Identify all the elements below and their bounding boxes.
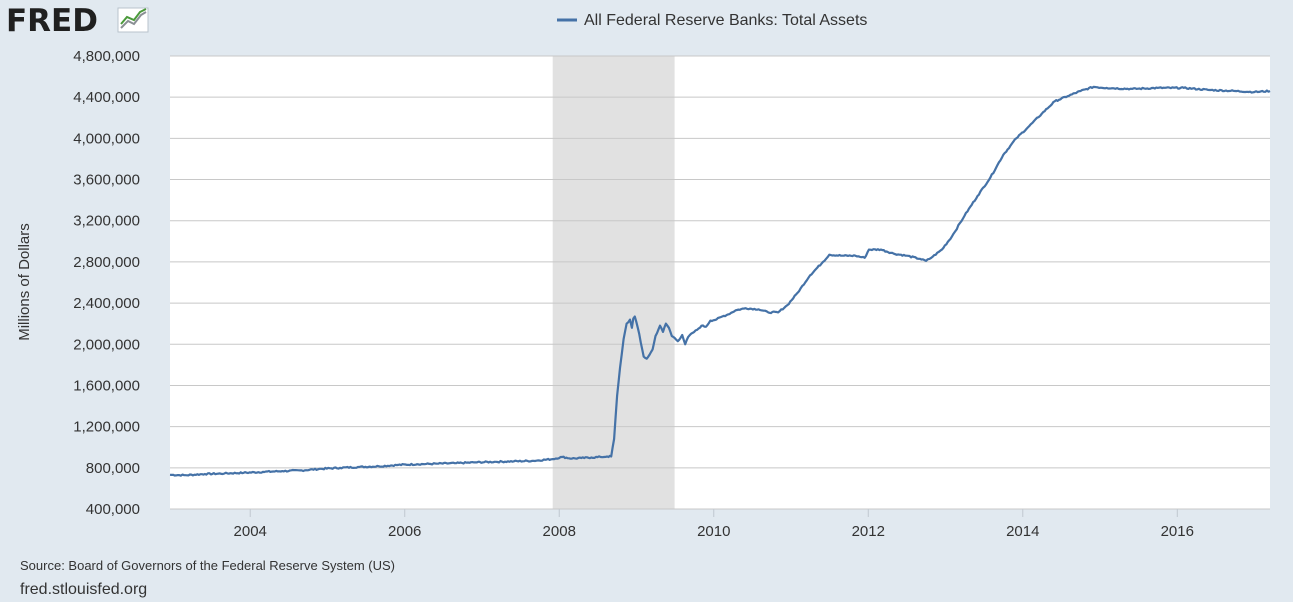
legend-label: All Federal Reserve Banks: Total Assets bbox=[584, 12, 867, 29]
fred-logo-text: FRED bbox=[6, 3, 98, 39]
y-tick-label: 1,600,000 bbox=[73, 377, 140, 394]
site-url[interactable]: fred.stlouisfed.org bbox=[20, 581, 147, 598]
x-axis-ticks: 2004 2006 2008 2010 2012 2014 2016 bbox=[234, 509, 1194, 540]
y-tick-label: 2,000,000 bbox=[73, 336, 140, 353]
x-tick-label: 2006 bbox=[388, 523, 421, 540]
x-tick-label: 2010 bbox=[697, 523, 730, 540]
y-tick-label: 4,000,000 bbox=[73, 130, 140, 147]
x-tick-label: 2008 bbox=[543, 523, 576, 540]
series-layer bbox=[169, 85, 1271, 477]
y-tick-label: 4,800,000 bbox=[73, 48, 140, 65]
y-axis-title: Millions of Dollars bbox=[16, 223, 33, 341]
fred-chart-icon bbox=[117, 7, 149, 33]
chart-legend[interactable]: All Federal Reserve Banks: Total Assets bbox=[557, 12, 867, 29]
x-tick-label: 2012 bbox=[852, 523, 885, 540]
x-tick-label: 2004 bbox=[234, 523, 267, 540]
y-tick-label: 3,600,000 bbox=[73, 172, 140, 189]
y-tick-label: 800,000 bbox=[86, 460, 140, 477]
x-tick-label: 2014 bbox=[1006, 523, 1039, 540]
y-tick-label: 2,400,000 bbox=[73, 295, 140, 312]
grid-lines bbox=[170, 55, 1270, 510]
y-tick-label: 1,200,000 bbox=[73, 419, 140, 436]
plot-area[interactable] bbox=[170, 56, 1270, 509]
y-tick-label: 3,200,000 bbox=[73, 213, 140, 230]
y-tick-label: 400,000 bbox=[86, 501, 140, 518]
y-axis-ticks: 400,000 800,000 1,200,000 1,600,000 2,000,00… bbox=[73, 48, 140, 518]
fred-logo[interactable]: FRED bbox=[6, 3, 149, 39]
x-tick-label: 2016 bbox=[1161, 523, 1194, 540]
y-tick-label: 2,800,000 bbox=[73, 254, 140, 271]
source-note: Source: Board of Governors of the Federa… bbox=[20, 558, 395, 573]
y-tick-label: 4,400,000 bbox=[73, 89, 140, 106]
series-line-0 bbox=[169, 85, 1271, 477]
